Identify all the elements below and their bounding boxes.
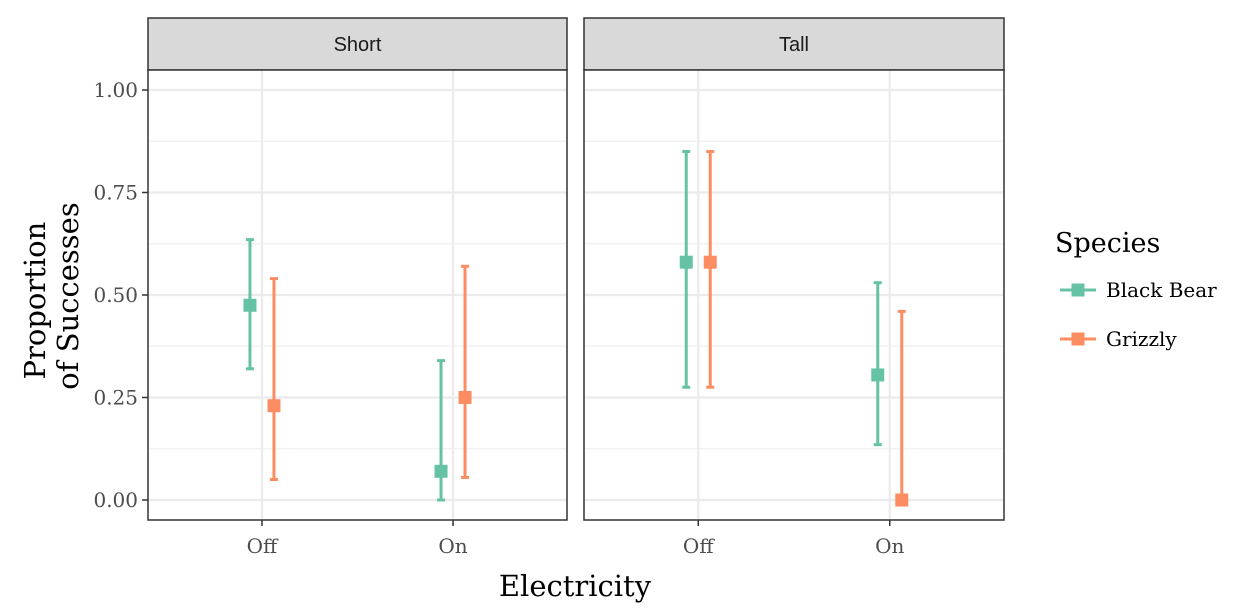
facet-panel-tall: Tall <box>583 17 1005 521</box>
y-tick-label: 0.00 <box>93 488 138 512</box>
legend-item-grizzly: Grizzly <box>1060 327 1177 351</box>
point-range-grizzly <box>895 309 909 507</box>
y-tick-label: 0.25 <box>93 386 138 410</box>
legend-item-black-bear: Black Bear <box>1060 278 1217 302</box>
data-point <box>243 298 257 312</box>
y-tick-label: 0.75 <box>93 181 138 205</box>
facet-strip-short <box>147 17 568 71</box>
data-point <box>679 255 693 269</box>
legend-items: Black Bear Grizzly <box>1060 278 1217 351</box>
legend-label: Black Bear <box>1106 278 1217 302</box>
data-point <box>871 368 885 382</box>
facet-panels: Short Tall <box>147 17 1005 521</box>
y-tick-label: 0.50 <box>93 283 138 307</box>
y-axis-title: Proportion of Successes <box>18 202 85 389</box>
x-tick-label: On <box>438 534 467 558</box>
x-tick-label: On <box>875 534 904 558</box>
facet-strip-label: Tall <box>779 34 809 56</box>
facet-strip-tall <box>583 17 1005 71</box>
point-range-black-bear <box>434 359 448 502</box>
point-range-grizzly <box>458 264 472 479</box>
data-point <box>703 255 717 269</box>
legend-key-square <box>1071 283 1085 297</box>
x-tick-label: Off <box>247 534 279 558</box>
data-point <box>458 391 472 404</box>
facet-strip-label: Short <box>334 34 382 56</box>
y-axis: 0.00 0.25 0.50 0.75 1.00 <box>93 78 148 512</box>
data-point <box>434 464 448 478</box>
facet-panel-short: Short <box>147 17 568 521</box>
point-range-black-bear <box>243 238 257 371</box>
x-axis: Off On Off On <box>247 520 905 558</box>
legend-key-square <box>1071 332 1085 346</box>
point-range-black-bear <box>871 281 885 447</box>
data-marks <box>243 150 909 507</box>
y-axis-title-line-2: of Successes <box>51 202 85 389</box>
data-point <box>267 399 281 413</box>
panel-border <box>583 69 1005 521</box>
legend-title: Species <box>1055 228 1160 259</box>
y-tick-label: 1.00 <box>93 78 138 102</box>
legend-label: Grizzly <box>1106 327 1177 351</box>
point-range-grizzly <box>703 150 717 389</box>
x-axis-title: Electricity <box>499 569 652 603</box>
data-point <box>895 493 909 507</box>
y-axis-title-line-1: Proportion <box>18 222 52 380</box>
legend: Species Black Bear Grizzly <box>1055 228 1217 351</box>
point-range-black-bear <box>679 150 693 389</box>
x-tick-label: Off <box>683 534 715 558</box>
point-range-grizzly <box>267 277 281 481</box>
